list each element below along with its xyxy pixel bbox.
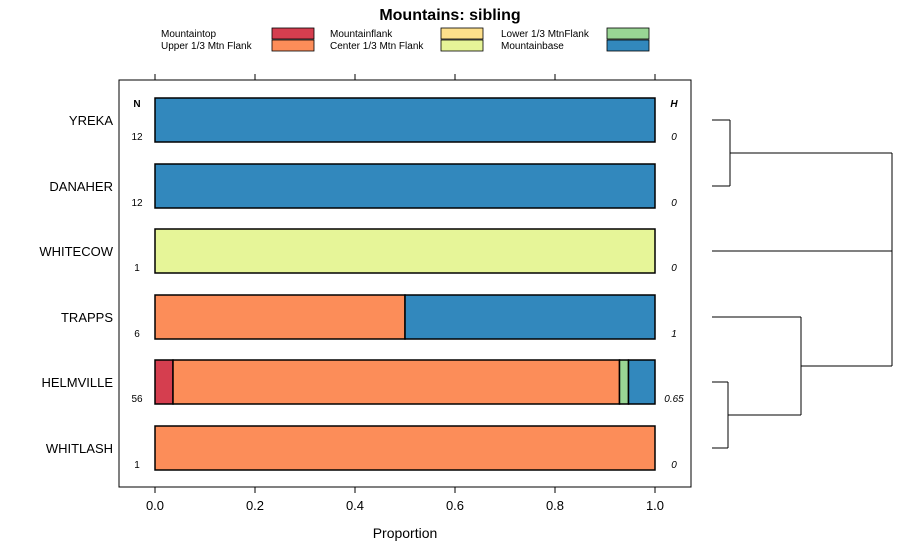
dendrogram xyxy=(712,119,893,449)
row-helmville: HELMVILLE 56 0.65 xyxy=(41,359,684,405)
plot-frame xyxy=(118,79,692,488)
bar-segment-yreka-mountainbase xyxy=(154,97,656,143)
legend-swatch-mountainflank xyxy=(440,27,484,40)
bar-segment-helmville-upper-1-3-mtn-flank xyxy=(172,359,621,405)
bar-segment-trapps-upper-1-3-mtn-flank xyxy=(154,294,406,340)
n-column-header: N xyxy=(133,99,140,110)
row-yreka: YREKA 12 0 xyxy=(69,97,677,143)
x-tick-label: 0.2 xyxy=(246,498,264,513)
row-whitecow: WHITECOW 1 0 xyxy=(39,228,677,274)
h-value-whitecow: 0 xyxy=(671,263,677,274)
legend-swatch-center-1-3-mtn-flank xyxy=(440,39,484,52)
row-whitlash: WHITLASH 1 0 xyxy=(46,425,677,471)
legend-label-center-1-3-mtn-flank: Center 1/3 Mtn Flank xyxy=(330,41,424,52)
legend-swatch-mountaintop xyxy=(271,27,315,40)
legend-label-upper-1-3-mtn-flank: Upper 1/3 Mtn Flank xyxy=(161,41,253,52)
row-label-whitlash: WHITLASH xyxy=(46,441,113,456)
h-value-trapps: 1 xyxy=(671,329,677,340)
h-column-header: H xyxy=(670,99,678,110)
legend: Mountaintop Mountainflank Lower 1/3 MtnFla… xyxy=(161,27,650,52)
n-value-yreka: 12 xyxy=(131,132,143,143)
n-value-helmville: 56 xyxy=(131,394,143,405)
bar-segment-danaher-mountainbase xyxy=(154,163,656,209)
row-trapps: TRAPPS 6 1 xyxy=(61,294,677,340)
x-tick-label: 0.4 xyxy=(346,498,364,513)
x-axis-label: Proportion xyxy=(373,525,438,541)
legend-swatch-upper-1-3-mtn-flank xyxy=(271,39,315,52)
bar-segment-helmville-mountainbase xyxy=(627,359,656,405)
n-value-trapps: 6 xyxy=(134,329,140,340)
x-tick-label: 0.0 xyxy=(146,498,164,513)
bar-rows: YREKA 12 0 DANAHER 12 0 WHITECOW 1 0 TRAPPS 6 1 HELM… xyxy=(39,97,684,471)
legend-label-mountainflank: Mountainflank xyxy=(330,29,393,40)
legend-label-lower-1-3-mtnflank: Lower 1/3 MtnFlank xyxy=(501,29,590,40)
bar-segment-helmville-mountaintop xyxy=(154,359,174,405)
legend-swatch-mountainbase xyxy=(606,39,650,52)
legend-label-mountainbase: Mountainbase xyxy=(501,41,564,52)
h-value-whitlash: 0 xyxy=(671,460,677,471)
h-value-yreka: 0 xyxy=(671,132,677,143)
h-value-danaher: 0 xyxy=(671,198,677,209)
chart-title: Mountains: sibling xyxy=(379,7,520,24)
row-label-trapps: TRAPPS xyxy=(61,310,113,325)
bar-segment-trapps-mountainbase xyxy=(404,294,656,340)
n-value-danaher: 12 xyxy=(131,198,143,209)
row-label-yreka: YREKA xyxy=(69,113,113,128)
x-tick-label: 0.8 xyxy=(546,498,564,513)
row-label-helmville: HELMVILLE xyxy=(41,375,113,390)
n-value-whitecow: 1 xyxy=(134,263,140,274)
row-label-danaher: DANAHER xyxy=(49,179,113,194)
row-label-whitecow: WHITECOW xyxy=(39,244,113,259)
bar-segment-whitecow-center-1-3-mtn-flank xyxy=(154,228,656,274)
x-tick-label: 1.0 xyxy=(646,498,664,513)
h-value-helmville: 0.65 xyxy=(664,394,684,405)
legend-label-mountaintop: Mountaintop xyxy=(161,29,216,40)
row-danaher: DANAHER 12 0 xyxy=(49,163,677,209)
bar-segment-whitlash-upper-1-3-mtn-flank xyxy=(154,425,656,471)
n-value-whitlash: 1 xyxy=(134,460,140,471)
bar-segment-helmville-lower-1-3-mtnflank xyxy=(618,359,630,405)
legend-swatch-lower-1-3-mtnflank xyxy=(606,27,650,40)
x-tick-label: 0.6 xyxy=(446,498,464,513)
x-axis: 0.0 0.2 0.4 0.6 0.8 1.0 xyxy=(146,74,664,513)
